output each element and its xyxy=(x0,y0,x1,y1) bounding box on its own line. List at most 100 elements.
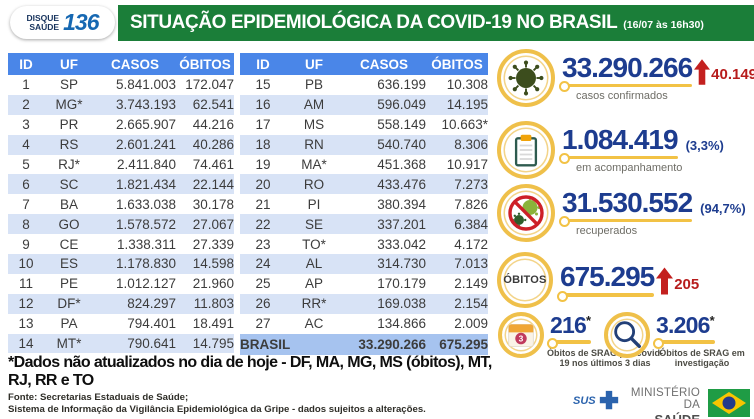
table-row: 15 PB 636.199 10.308 xyxy=(240,75,488,95)
srag-recent-label: Óbitos de SRAG por covid-19 nos últimos … xyxy=(546,347,663,369)
row-obitos: 22.144 xyxy=(192,176,234,192)
row-obitos: 40.286 xyxy=(192,137,234,153)
row-obitos: 2.154 xyxy=(454,296,488,312)
row-casos: 2.601.241 xyxy=(115,137,176,153)
table-row: 13 PA 794.401 18.491 xyxy=(8,314,234,334)
deaths-delta: 205 xyxy=(674,275,700,293)
row-uf: RJ* xyxy=(58,157,80,172)
disque-saude-label: DISQUE SAÚDE xyxy=(26,12,60,32)
row-obitos: 27.339 xyxy=(192,236,234,252)
ministry-line1: MINISTÉRIO DA xyxy=(630,387,700,411)
srag-recent-value: 216 xyxy=(550,312,587,338)
row-casos: 558.149 xyxy=(377,117,426,133)
page-title: SITUAÇÃO EPIDEMIOLÓGICA DA COVID-19 NO B… xyxy=(130,12,618,33)
sus-label: SUS xyxy=(573,395,596,407)
logo-line1: DISQUE xyxy=(26,12,60,23)
brazil-flag-icon xyxy=(708,389,750,417)
row-casos: 1.633.038 xyxy=(115,196,176,212)
row-casos: 2.411.840 xyxy=(116,157,176,172)
row-uf: MA* xyxy=(301,157,327,172)
row-obitos: 10.917 xyxy=(446,157,488,172)
table-row: 17 MS 558.149 10.663* xyxy=(240,115,488,135)
row-casos: 540.740 xyxy=(377,137,426,153)
row-id: 25 xyxy=(255,276,271,292)
svg-text:3: 3 xyxy=(519,334,524,344)
table-row: 8 GO 1.578.572 27.067 xyxy=(8,214,234,235)
row-uf: AM xyxy=(303,97,325,113)
stat-monitoring: 1.084.419 (3,3%) em acompanhamento xyxy=(497,121,724,179)
yellow-underline xyxy=(558,216,693,227)
row-obitos: 21.960 xyxy=(192,276,234,292)
recovered-label: recuperados xyxy=(576,225,638,238)
disque-saude-logo: DISQUE SAÚDE 136 xyxy=(10,6,115,39)
row-uf: AP xyxy=(304,276,323,292)
table-row: 27 AC 134.866 2.009 xyxy=(240,314,488,334)
table-row: 24 AL 314.730 7.013 xyxy=(240,254,488,274)
row-id: 21 xyxy=(255,196,271,212)
row-casos: 794.401 xyxy=(127,316,176,332)
row-id: 17 xyxy=(255,117,271,133)
recovered-pct: (94,7%) xyxy=(700,201,746,217)
brasil-label: BRASIL xyxy=(240,336,291,352)
row-id: 19 xyxy=(255,157,271,172)
row-id: 2 xyxy=(22,97,30,113)
row-obitos: 62.541 xyxy=(192,97,234,113)
row-casos: 169.038 xyxy=(377,296,426,312)
table-row: 23 TO* 333.042 4.172 xyxy=(240,234,488,254)
table-row: 21 PI 380.394 7.826 xyxy=(240,194,488,214)
confirmed-cases-label: casos confirmados xyxy=(576,90,668,103)
row-casos: 1.821.434 xyxy=(115,176,176,192)
row-id: 13 xyxy=(18,316,34,332)
confirmed-cases-value: 33.290.266 xyxy=(562,51,693,83)
yellow-underline xyxy=(558,81,693,92)
bulletin-datetime: (16/07 às 16h30) xyxy=(623,19,704,31)
table-row: 14 MT* 790.641 14.795 xyxy=(8,333,234,354)
no-virus-icon xyxy=(497,184,555,242)
row-obitos: 10.663* xyxy=(441,117,488,133)
row-obitos: 30.178 xyxy=(192,196,234,212)
row-id: 15 xyxy=(255,77,271,93)
title-banner: SITUAÇÃO EPIDEMIOLÓGICA DA COVID-19 NO B… xyxy=(118,5,754,41)
logo-line2: SAÚDE xyxy=(29,21,60,32)
row-id: 3 xyxy=(22,117,30,133)
table-row: 1 SP 5.841.003 172.047 xyxy=(8,75,234,95)
row-casos: 337.201 xyxy=(377,216,426,232)
sus-logo: SUS xyxy=(573,390,620,412)
srag-investigation-asterisk: * xyxy=(709,313,715,328)
yellow-underline xyxy=(653,337,715,348)
srag-investigation-value: 3.206 xyxy=(656,312,710,338)
col-uf: UF xyxy=(44,53,94,75)
row-uf: PI xyxy=(307,196,321,212)
table-row: 26 RR* 169.038 2.154 xyxy=(240,293,488,314)
source-line2: Sistema de Informação da Vigilância Epid… xyxy=(8,404,426,416)
stat-srag-investigation: 3.206* Óbitos de SRAG em investigação xyxy=(604,312,750,369)
row-obitos: 44.216 xyxy=(192,117,234,133)
up-arrow-icon xyxy=(694,59,711,85)
row-id: 16 xyxy=(255,97,271,113)
col-uf: UF xyxy=(286,53,342,75)
row-id: 18 xyxy=(255,137,271,153)
row-obitos: 6.384 xyxy=(454,216,488,232)
stat-srag-recent: 3 216* Óbitos de SRAG por covid-19 nos ú… xyxy=(498,312,664,369)
row-id: 22 xyxy=(255,216,271,232)
row-uf: MT* xyxy=(56,336,82,352)
row-uf: MG* xyxy=(55,97,83,113)
row-id: 7 xyxy=(22,196,30,212)
row-uf: GO xyxy=(58,216,80,232)
srag-recent-asterisk: * xyxy=(585,313,592,328)
row-casos: 2.665.907 xyxy=(115,117,176,133)
row-id: 8 xyxy=(22,216,30,232)
stat-deaths: ÓBITOS 675.295 205 xyxy=(497,252,699,308)
row-obitos: 10.308 xyxy=(446,77,488,93)
clipboard-icon xyxy=(497,121,555,179)
row-id: 5 xyxy=(22,157,30,172)
monitoring-value: 1.084.419 xyxy=(562,123,679,155)
row-id: 20 xyxy=(255,176,271,192)
row-id: 23 xyxy=(255,236,271,252)
row-casos: 3.743.193 xyxy=(115,97,176,113)
table-row: 22 SE 337.201 6.384 xyxy=(240,214,488,235)
row-casos: 5.841.003 xyxy=(115,77,176,93)
table-row: 7 BA 1.633.038 30.178 xyxy=(8,194,234,214)
row-uf: ES xyxy=(59,256,78,272)
